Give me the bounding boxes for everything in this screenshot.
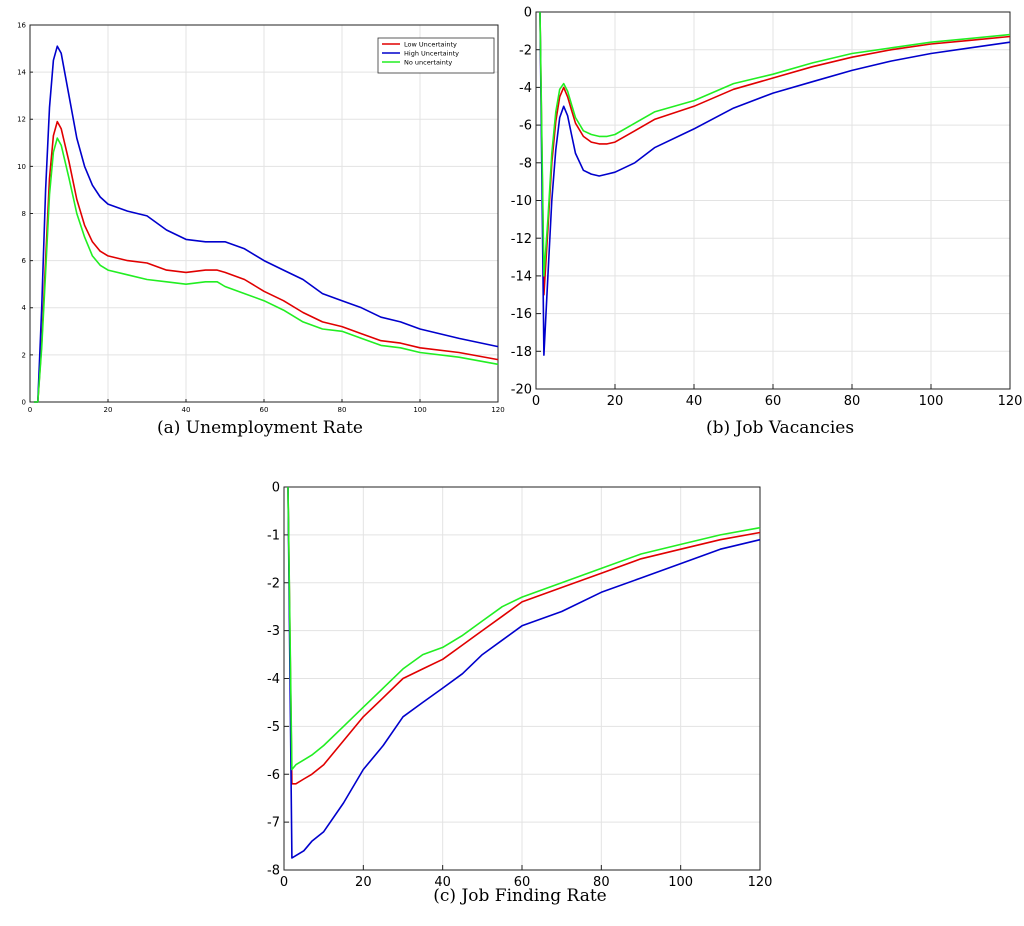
series-line-series-1 — [539, 11, 1011, 356]
series-lines — [33, 45, 499, 403]
y-tick-label: -3 — [267, 624, 280, 639]
x-tick-label: 40 — [686, 394, 703, 409]
chart-panel-unemployment-rate: 0 20 40 60 80 100 120 0 2 4 6 8 10 12 14 16 Low Uncertai… — [0, 0, 510, 420]
x-tick-label: 40 — [182, 406, 191, 414]
y-tick-label: -4 — [267, 672, 280, 687]
x-tick-label: 20 — [355, 875, 372, 890]
y-tick-label: 10 — [17, 163, 26, 171]
y-tick-label: -4 — [519, 81, 532, 96]
x-tick-label: 60 — [765, 394, 782, 409]
y-tick-label: -20 — [511, 383, 532, 398]
series-line-low-uncertainty — [33, 120, 499, 403]
y-tick-label: 8 — [22, 210, 26, 218]
y-tick-label: 2 — [22, 351, 26, 359]
y-tick-label: -5 — [267, 720, 280, 735]
x-tick-label: 40 — [434, 875, 451, 890]
y-tick-label: -8 — [267, 864, 280, 879]
x-tick-label: 80 — [338, 406, 347, 414]
caption-job-vacancies: (b) Job Vacancies — [705, 418, 855, 438]
y-tick-label: -12 — [511, 232, 532, 247]
series-line-series-0 — [287, 486, 761, 785]
y-tick-label: 6 — [22, 257, 27, 265]
x-tick-label: 100 — [919, 394, 944, 409]
series-line-high-uncertainty — [33, 45, 499, 403]
series-lines — [539, 11, 1011, 356]
grid-lines — [283, 486, 761, 871]
y-tick-label: 0 — [524, 6, 532, 21]
grid-lines — [29, 24, 499, 403]
x-tick-label: 60 — [514, 875, 531, 890]
x-tick-label: 120 — [998, 394, 1023, 409]
x-tick-label: 0 — [28, 406, 32, 414]
chart-panel-job-finding-rate: 0 20 40 60 80 100 120 0 -1 -2 -3 -4 -5 -6 -7 -8 — [240, 470, 780, 890]
x-tick-label: 120 — [748, 875, 773, 890]
y-tick-label: -16 — [511, 307, 532, 322]
x-tick-label: 120 — [491, 406, 504, 414]
legend-entry: Low Uncertainty — [404, 40, 457, 48]
y-tick-label: -8 — [519, 156, 532, 171]
y-tick-label: -2 — [519, 43, 532, 58]
x-tick-label: 20 — [104, 406, 113, 414]
legend-entry: High Uncertainty — [404, 49, 459, 57]
series-line-series-1 — [287, 486, 761, 859]
y-tick-label: -10 — [511, 194, 532, 209]
chart-panel-job-vacancies: 0 20 40 60 80 100 120 0 -2 -4 -6 -8 -10 -12 -14 -16 -18 -… — [490, 0, 1023, 420]
chart-job-vacancies: 0 20 40 60 80 100 120 0 -2 -4 -6 -8 -10 -12 -14 -16 -18 -… — [511, 6, 1023, 409]
chart-unemployment-rate: 0 20 40 60 80 100 120 0 2 4 6 8 10 12 14 16 Low Uncertai… — [17, 21, 505, 414]
y-tick-label: -2 — [267, 576, 280, 591]
y-tick-label: -1 — [267, 528, 280, 543]
x-tick-label: 0 — [280, 875, 288, 890]
x-tick-label: 100 — [668, 875, 693, 890]
grid-lines — [535, 11, 1011, 390]
x-tick-label: 80 — [844, 394, 861, 409]
x-tick-label: 80 — [593, 875, 610, 890]
x-tick-label: 0 — [532, 394, 540, 409]
x-tick-label: 100 — [413, 406, 426, 414]
legend-entry: No uncertainty — [404, 58, 452, 66]
y-tick-label: 0 — [22, 398, 26, 406]
y-tick-label: 12 — [17, 116, 26, 124]
series-lines — [287, 486, 761, 859]
tick-labels: 0 20 40 60 80 100 120 0 2 4 6 8 10 12 14 16 — [17, 21, 505, 414]
series-line-no-uncertainty — [33, 137, 499, 403]
y-tick-label: 14 — [17, 69, 26, 77]
chart-job-finding-rate: 0 20 40 60 80 100 120 0 -1 -2 -3 -4 -5 -6 -7 -8 — [267, 481, 772, 890]
caption-job-finding-rate: (c) Job Finding Rate — [433, 886, 607, 906]
series-line-series-0 — [539, 11, 1011, 296]
x-tick-label: 60 — [260, 406, 269, 414]
x-tick-label: 20 — [607, 394, 624, 409]
y-tick-label: -7 — [267, 816, 280, 831]
y-tick-label: -14 — [511, 269, 532, 284]
series-line-series-2 — [287, 486, 761, 771]
y-tick-label: -6 — [267, 768, 280, 783]
caption-unemployment-rate: (a) Unemployment Rate — [156, 418, 363, 438]
y-tick-label: 4 — [22, 304, 27, 312]
y-tick-label: -6 — [519, 119, 532, 134]
y-tick-label: -18 — [511, 345, 532, 360]
tick-labels: 0 20 40 60 80 100 120 0 -2 -4 -6 -8 -10 -12 -14 -16 -18 -… — [511, 6, 1023, 409]
tick-labels: 0 20 40 60 80 100 120 0 -1 -2 -3 -4 -5 -6 -7 -8 — [267, 481, 772, 890]
series-line-series-2 — [539, 11, 1011, 277]
y-tick-label: 0 — [272, 481, 280, 496]
y-tick-label: 16 — [17, 21, 26, 29]
